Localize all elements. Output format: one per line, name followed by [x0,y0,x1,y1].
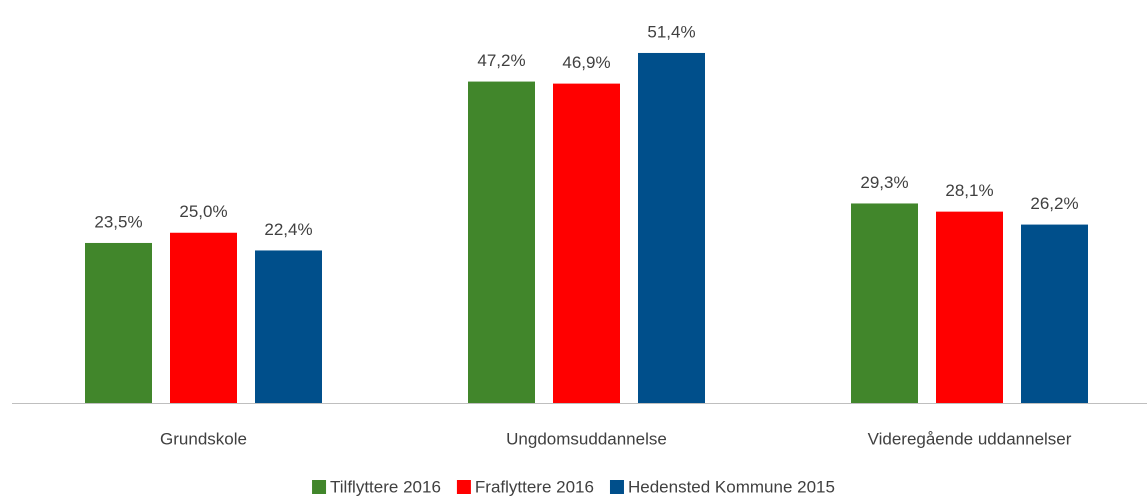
bar [85,242,152,403]
bar [936,211,1003,403]
bar [851,203,918,403]
legend-label: Tilflyttere 2016 [330,477,441,496]
bar [170,232,237,403]
bar [1021,224,1088,403]
data-label: 51,4% [647,22,695,41]
legend-swatch [456,480,471,494]
bar [255,250,322,403]
legend-label: Fraflyttere 2016 [475,477,594,496]
legend-swatch [609,480,624,494]
bar [553,83,620,404]
data-label: 47,2% [477,51,525,70]
data-label: 22,4% [264,220,312,239]
data-label: 28,1% [945,181,993,200]
legend-label: Hedensted Kommune 2015 [628,477,835,496]
data-label: 26,2% [1030,194,1078,213]
bar [638,52,705,403]
data-label: 25,0% [179,202,227,221]
bar [468,81,535,404]
data-label: 23,5% [94,212,142,231]
legend-swatch [312,480,327,494]
data-label: 29,3% [860,173,908,192]
x-tick-label: Videregående uddannelser [868,429,1072,448]
x-tick-label: Ungdomsuddannelse [506,429,667,448]
x-tick-label: Grundskole [160,429,247,448]
data-label: 46,9% [562,53,610,72]
